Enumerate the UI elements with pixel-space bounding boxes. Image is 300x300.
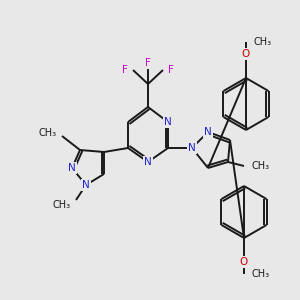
Text: O: O bbox=[242, 49, 250, 59]
Text: N: N bbox=[82, 180, 90, 190]
Text: CH₃: CH₃ bbox=[53, 200, 71, 210]
Text: N: N bbox=[68, 163, 76, 173]
Text: O: O bbox=[240, 257, 248, 267]
Text: CH₃: CH₃ bbox=[254, 37, 272, 47]
Text: CH₃: CH₃ bbox=[252, 269, 270, 279]
Text: N: N bbox=[204, 127, 212, 137]
Text: F: F bbox=[145, 58, 151, 68]
Text: N: N bbox=[164, 117, 172, 127]
Text: F: F bbox=[122, 65, 128, 75]
Text: F: F bbox=[168, 65, 174, 75]
Text: CH₃: CH₃ bbox=[252, 161, 270, 171]
Text: N: N bbox=[188, 143, 196, 153]
Text: CH₃: CH₃ bbox=[39, 128, 57, 138]
Text: N: N bbox=[144, 157, 152, 167]
